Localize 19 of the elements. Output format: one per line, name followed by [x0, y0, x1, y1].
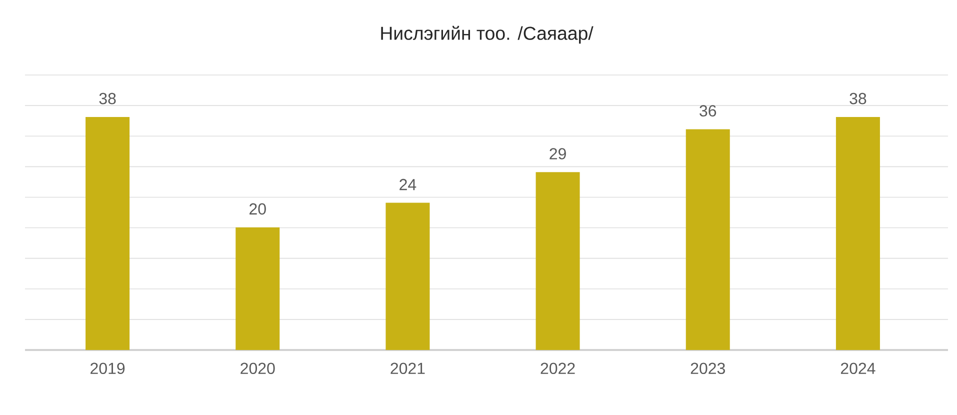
bar — [836, 116, 880, 350]
x-tick-label: 2022 — [540, 362, 575, 374]
bar — [686, 129, 730, 350]
x-tick-label: 2024 — [840, 362, 876, 374]
bar — [386, 202, 430, 350]
bar — [536, 172, 580, 350]
data-label: 24 — [400, 178, 416, 190]
data-label: 38 — [99, 92, 116, 104]
x-tick-label: 2020 — [240, 362, 275, 374]
data-label: 20 — [250, 203, 266, 215]
data-label: 36 — [700, 105, 716, 116]
x-tick-label: 2019 — [90, 362, 125, 374]
bar — [236, 227, 280, 350]
x-tick-label: 2023 — [690, 362, 725, 374]
data-label: 38 — [850, 92, 866, 104]
bar — [86, 116, 130, 350]
chart-title: Нислэгийн тоо. /Саяаар/ — [381, 26, 594, 44]
x-tick-label: 2021 — [390, 362, 425, 374]
data-label: 29 — [550, 148, 566, 160]
